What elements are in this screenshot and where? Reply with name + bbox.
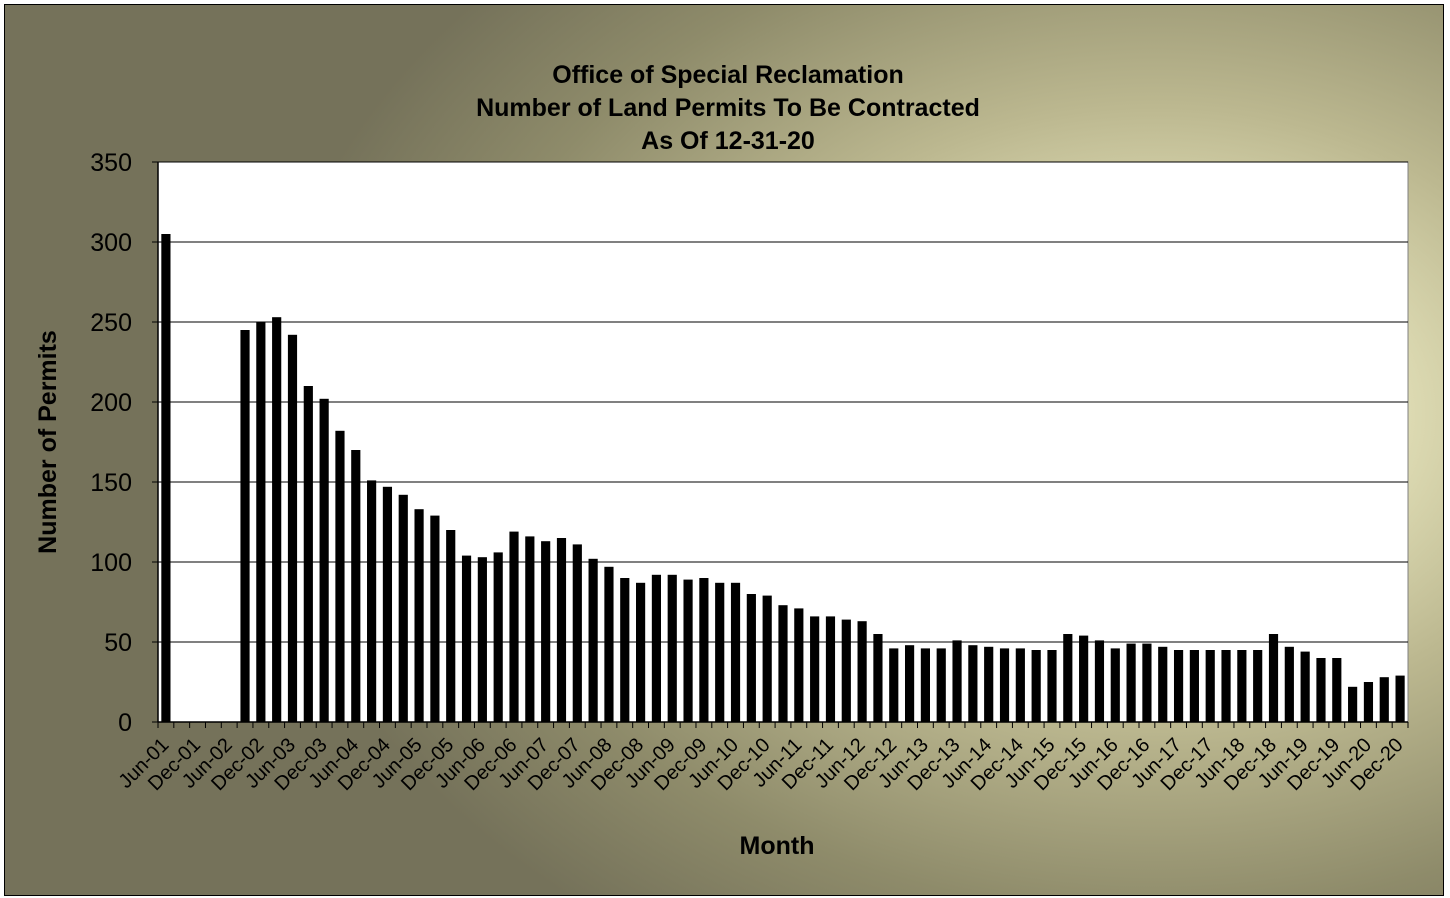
bar-series xyxy=(161,234,1405,722)
y-tick-label: 250 xyxy=(90,309,132,337)
bar xyxy=(873,634,883,722)
axes xyxy=(157,162,1408,723)
bar xyxy=(572,544,582,722)
bar xyxy=(699,578,709,722)
bar xyxy=(667,574,677,722)
bar xyxy=(351,450,361,722)
bar xyxy=(1031,650,1041,722)
chart-title-line-2: Number of Land Permits To Be Contracted xyxy=(476,94,980,122)
bar xyxy=(1332,658,1342,722)
bar xyxy=(1094,640,1105,722)
bar xyxy=(1348,686,1358,722)
bar xyxy=(1158,646,1168,722)
bar xyxy=(857,621,867,722)
bar xyxy=(841,619,851,722)
x-axis-title: Month xyxy=(740,832,815,860)
bar xyxy=(1363,682,1374,722)
bar xyxy=(683,579,693,722)
bar xyxy=(889,648,899,722)
bar xyxy=(651,574,662,722)
bar xyxy=(509,531,519,722)
bar xyxy=(1237,650,1247,722)
bar xyxy=(525,536,535,722)
bar xyxy=(810,616,820,722)
bar xyxy=(1173,650,1184,722)
bar xyxy=(999,648,1010,722)
bar xyxy=(778,605,788,722)
y-tick-label: 200 xyxy=(90,389,132,417)
y-tick-label: 0 xyxy=(118,709,132,737)
bar xyxy=(1205,650,1215,722)
bar xyxy=(952,640,962,722)
bar xyxy=(240,330,250,722)
bar xyxy=(762,595,772,722)
y-tick-label: 50 xyxy=(104,629,132,657)
bar xyxy=(493,552,503,722)
bar xyxy=(1189,650,1199,722)
y-axis-ticks: 0 50 100 150 200 250 300 350 xyxy=(90,149,158,737)
bar xyxy=(335,430,345,722)
y-tick-label: 100 xyxy=(90,549,132,577)
bar xyxy=(398,494,408,722)
bar xyxy=(256,322,266,722)
bar xyxy=(1079,635,1089,722)
bar xyxy=(1047,650,1057,722)
bar xyxy=(287,334,298,722)
bar xyxy=(1142,643,1152,722)
bar xyxy=(556,538,567,722)
bar xyxy=(620,578,630,722)
y-tick-label: 300 xyxy=(90,229,132,257)
bar xyxy=(794,608,804,722)
bar xyxy=(825,616,836,722)
bar xyxy=(1268,634,1279,722)
bar xyxy=(1063,634,1073,722)
bar xyxy=(1284,646,1294,722)
y-tick-label: 150 xyxy=(90,469,132,497)
bar xyxy=(414,509,424,722)
bar xyxy=(730,582,741,722)
chart-title: Office of Special Reclamation Number of … xyxy=(476,61,980,155)
bar xyxy=(477,557,487,722)
bar xyxy=(367,480,377,722)
bar xyxy=(382,486,393,722)
y-axis-title: Number of Permits xyxy=(34,330,62,554)
bar xyxy=(1015,648,1025,722)
bar xyxy=(461,555,472,722)
bar xyxy=(746,594,756,722)
bar xyxy=(1126,643,1136,722)
bar xyxy=(319,398,329,722)
bar xyxy=(904,645,915,722)
bar xyxy=(161,234,171,722)
bar xyxy=(636,582,646,722)
chart-frame: Office of Special Reclamation Number of … xyxy=(4,4,1444,896)
bar xyxy=(1316,658,1326,722)
chart-title-line-3: As Of 12-31-20 xyxy=(641,127,815,155)
bar xyxy=(968,645,978,722)
bar xyxy=(936,648,946,722)
bar xyxy=(272,317,282,722)
chart-title-line-1: Office of Special Reclamation xyxy=(552,61,904,89)
bar xyxy=(541,541,551,722)
bar xyxy=(1300,651,1310,722)
bar xyxy=(1395,675,1405,722)
bar xyxy=(430,515,440,722)
bar xyxy=(588,558,598,722)
bar xyxy=(303,386,313,722)
bar xyxy=(1110,648,1120,722)
y-tick-label: 350 xyxy=(90,149,132,177)
bar xyxy=(1221,650,1231,722)
bar xyxy=(984,646,994,722)
gridlines xyxy=(158,161,1408,643)
bar xyxy=(1379,677,1389,722)
bar xyxy=(1253,650,1263,722)
bar-chart: Office of Special Reclamation Number of … xyxy=(34,61,1409,860)
bar xyxy=(446,530,456,722)
bar xyxy=(920,648,930,722)
x-axis-ticks: Jun-01Dec-01Jun-02Dec-02Jun-03Dec-03Jun-… xyxy=(115,722,1409,795)
bar xyxy=(715,582,725,722)
bar xyxy=(604,566,614,722)
